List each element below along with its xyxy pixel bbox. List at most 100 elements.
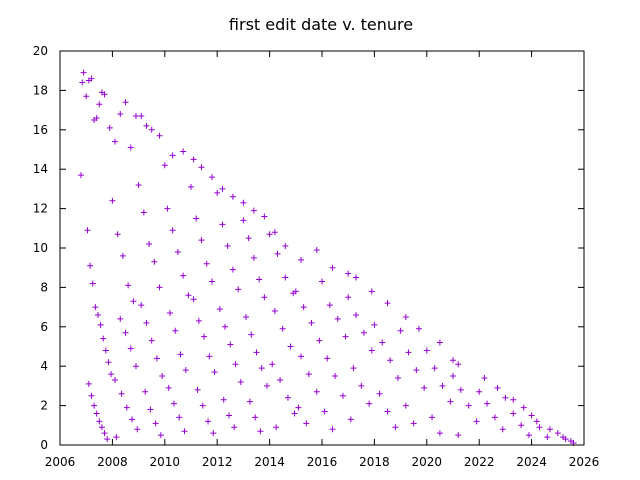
data-point [273,424,280,431]
data-point [148,126,155,133]
data-point [402,313,409,320]
data-point [271,308,278,315]
data-point [132,113,139,120]
data-point [100,335,107,342]
data-point [499,426,506,433]
data-point [246,398,253,405]
data-point [300,304,307,311]
data-point [118,390,125,397]
data-point [410,420,417,427]
data-point [237,378,244,385]
y-tick-label: 14 [33,162,48,176]
data-point [387,357,394,364]
data-point [92,304,99,311]
data-point [544,434,551,441]
data-point [219,221,226,228]
data-point [101,91,108,98]
data-point [101,430,108,437]
data-point [132,363,139,370]
data-point [319,278,325,285]
data-point [313,246,320,253]
data-points [77,69,577,447]
data-point [316,337,323,344]
data-point [279,325,286,332]
data-point [222,323,229,330]
data-point [421,384,428,391]
data-point [88,75,95,82]
data-point [122,329,129,336]
data-point [473,418,480,425]
data-point [329,426,336,433]
data-point [185,292,192,299]
data-point [494,384,501,391]
y-tick-label: 8 [40,280,48,294]
data-point [536,424,543,431]
data-point [358,382,365,389]
data-point [392,424,399,431]
data-point [147,406,154,413]
data-point [250,254,257,261]
data-point [127,144,134,151]
data-point [229,266,236,273]
data-point [436,430,443,437]
data-point [224,243,231,250]
data-point [292,288,299,295]
data-point [345,270,352,277]
data-point [481,375,488,382]
x-tick-label: 2026 [569,455,600,469]
data-point [439,382,446,389]
data-point [360,329,367,336]
data-point [143,319,150,326]
data-point [112,138,119,145]
data-point [193,215,200,222]
y-tick-label: 6 [40,320,48,334]
x-tick-label: 2022 [464,455,495,469]
data-point [450,357,456,364]
data-point [303,420,310,427]
data-point [402,402,409,409]
data-point [518,422,525,429]
data-point [79,79,86,86]
data-point [248,331,255,338]
data-point [554,430,561,437]
data-point [269,361,276,368]
data-point [96,101,103,108]
data-point [384,300,391,307]
data-point [567,438,574,445]
data-point [282,243,289,250]
chart-title: first edit date v. tenure [229,15,413,34]
data-point [102,347,109,354]
data-point [447,398,454,405]
data-point [114,231,121,238]
data-point [170,400,177,407]
data-point [210,430,217,437]
data-point [484,400,491,407]
data-point [117,111,124,118]
x-tick-label: 2014 [254,455,285,469]
data-point [89,280,96,287]
data-point [164,205,171,212]
data-point [243,313,250,320]
data-point [277,376,284,383]
data-point [305,371,312,378]
y-tick-label: 20 [33,44,48,58]
data-point [119,252,126,259]
data-point [93,114,100,121]
data-point [176,414,183,421]
x-tick-label: 2024 [516,455,547,469]
data-point [295,404,302,411]
data-point [397,327,404,334]
data-point [229,193,236,200]
data-point [85,380,92,387]
data-point [376,390,383,397]
data-point [157,432,164,439]
data-point [198,164,205,171]
data-point [148,337,155,344]
data-point [562,436,569,443]
data-point [208,174,215,181]
y-axis: 0 2 4 6 8 10 12 14 16 18 20 [33,44,584,452]
y-tick-label: 0 [40,438,48,452]
data-point [190,156,197,163]
data-point [156,284,163,291]
data-point [174,248,181,255]
